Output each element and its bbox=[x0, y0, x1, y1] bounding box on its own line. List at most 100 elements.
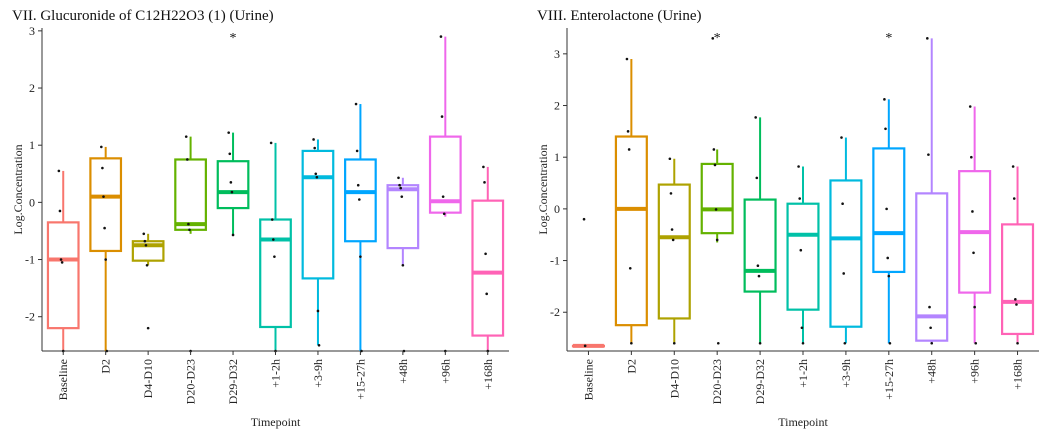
significance-star: * bbox=[885, 31, 892, 46]
data-point bbox=[103, 226, 106, 230]
data-point bbox=[269, 141, 273, 145]
data-point bbox=[755, 176, 759, 180]
box-D2 bbox=[614, 57, 648, 345]
data-point bbox=[582, 217, 586, 221]
data-point bbox=[270, 218, 274, 221]
data-point bbox=[799, 248, 803, 252]
data-point bbox=[355, 149, 359, 153]
data-point bbox=[354, 102, 358, 106]
data-point bbox=[970, 155, 973, 159]
box-+3-9h bbox=[301, 138, 335, 347]
box-+1-2h bbox=[259, 141, 292, 353]
y-tick-label: -2 bbox=[550, 305, 560, 319]
data-point bbox=[888, 341, 892, 345]
box-iqr bbox=[259, 218, 292, 329]
box-Baseline bbox=[571, 217, 606, 348]
y-axis-label: Log.Concentration bbox=[11, 144, 25, 234]
data-point bbox=[442, 212, 446, 216]
data-point bbox=[884, 127, 887, 131]
box-D4-D10 bbox=[131, 232, 165, 330]
data-point bbox=[356, 183, 360, 187]
data-point bbox=[716, 341, 720, 345]
data-point bbox=[484, 252, 487, 256]
data-point bbox=[315, 175, 319, 179]
data-point bbox=[711, 37, 715, 40]
data-point bbox=[583, 344, 587, 348]
box-iqr bbox=[915, 192, 949, 342]
box-iqr bbox=[344, 158, 377, 243]
box-iqr bbox=[471, 199, 505, 337]
data-point bbox=[440, 115, 444, 118]
box-iqr bbox=[829, 179, 863, 328]
data-point bbox=[401, 263, 405, 267]
data-point bbox=[843, 341, 847, 345]
data-point bbox=[145, 263, 149, 267]
box-iqr bbox=[657, 183, 691, 320]
data-point bbox=[671, 238, 675, 242]
data-point bbox=[483, 181, 486, 184]
box-D2 bbox=[89, 145, 123, 353]
x-tick-label: D2 bbox=[624, 359, 638, 374]
data-point bbox=[842, 272, 846, 275]
data-point bbox=[317, 343, 321, 347]
box-iqr bbox=[216, 160, 250, 210]
data-point bbox=[672, 341, 676, 345]
data-point bbox=[272, 238, 275, 241]
data-point bbox=[399, 186, 402, 190]
data-point bbox=[358, 198, 361, 201]
data-point bbox=[144, 243, 148, 247]
x-tick-label: D4-D10 bbox=[667, 359, 681, 398]
y-tick-label: 2 bbox=[554, 99, 560, 113]
x-tick-label: +168h bbox=[1011, 359, 1025, 390]
data-point bbox=[798, 197, 801, 200]
data-point bbox=[146, 326, 150, 330]
data-point bbox=[230, 190, 234, 194]
data-point bbox=[184, 135, 188, 138]
box-+15-27h bbox=[872, 98, 906, 345]
x-axis-label: Timepoint bbox=[251, 415, 301, 429]
box-iqr bbox=[386, 184, 420, 250]
x-tick-label: Baseline bbox=[581, 359, 595, 400]
data-point bbox=[1016, 341, 1019, 345]
x-tick-label: D29-D32 bbox=[753, 359, 767, 404]
data-point bbox=[973, 305, 976, 309]
data-point bbox=[757, 274, 761, 278]
data-point bbox=[143, 239, 147, 243]
box-+96h bbox=[428, 35, 462, 353]
data-point bbox=[313, 146, 316, 150]
box-+48h bbox=[915, 37, 949, 345]
data-point bbox=[60, 261, 64, 264]
data-point bbox=[59, 258, 63, 261]
data-point bbox=[186, 158, 189, 161]
data-point bbox=[625, 57, 629, 61]
chart-panel-1: VII. Glucuronide of C12H22O3 (1) (Urine)… bbox=[11, 8, 509, 429]
data-point bbox=[758, 341, 762, 345]
data-point bbox=[485, 292, 488, 296]
data-point bbox=[229, 181, 233, 184]
data-point bbox=[715, 238, 719, 242]
data-point bbox=[714, 208, 718, 211]
data-point bbox=[273, 255, 276, 258]
y-tick-label: 1 bbox=[29, 138, 35, 152]
y-tick-label: 0 bbox=[554, 202, 560, 216]
data-point bbox=[670, 228, 674, 231]
data-point bbox=[801, 341, 805, 345]
data-point bbox=[100, 145, 103, 149]
box-+3-9h bbox=[829, 136, 863, 345]
box-iqr bbox=[614, 135, 648, 327]
x-tick-label: +96h bbox=[968, 359, 982, 384]
box-D29-D32 bbox=[216, 131, 250, 237]
box-iqr bbox=[301, 149, 335, 280]
data-point bbox=[630, 341, 633, 345]
x-tick-label: +1-2h bbox=[796, 359, 810, 388]
data-point bbox=[441, 195, 445, 198]
data-point bbox=[58, 209, 62, 213]
x-tick-label: +1-2h bbox=[269, 359, 283, 388]
data-point bbox=[1014, 298, 1017, 301]
x-tick-label: +96h bbox=[438, 359, 452, 384]
data-point bbox=[359, 255, 362, 258]
y-tick-label: 3 bbox=[29, 24, 35, 38]
box-D29-D32 bbox=[743, 116, 777, 345]
